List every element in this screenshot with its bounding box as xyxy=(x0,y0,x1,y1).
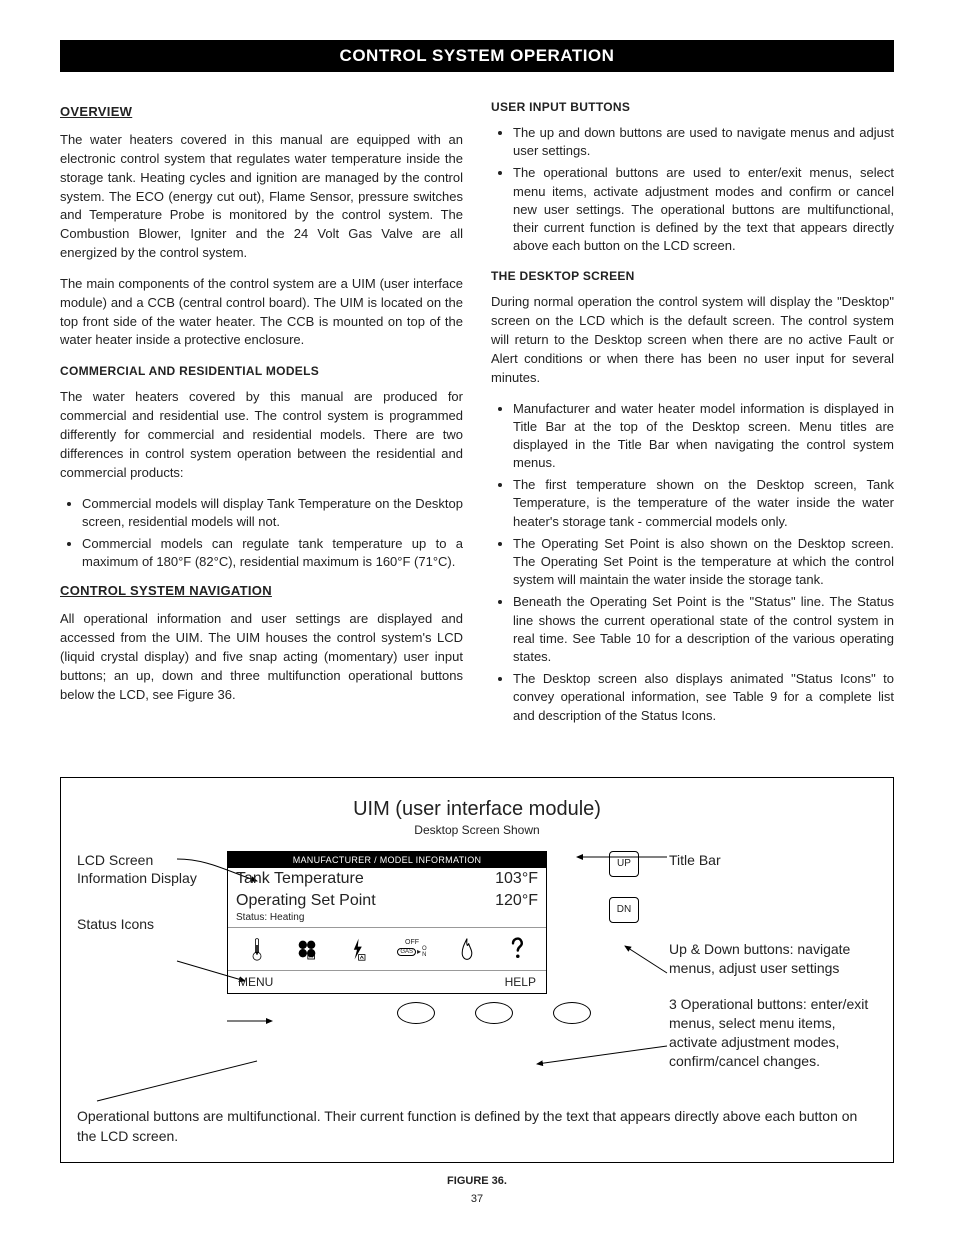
desktop-heading: THE DESKTOP SCREEN xyxy=(491,269,894,283)
navigation-heading: CONTROL SYSTEM NAVIGATION xyxy=(60,583,463,598)
op-button-3[interactable] xyxy=(553,1002,591,1024)
lcd-row-tank: Tank Temperature 103°F xyxy=(228,868,546,890)
setpoint-label: Operating Set Point xyxy=(236,892,376,910)
desktop-list: Manufacturer and water heater model info… xyxy=(513,400,894,725)
two-column-layout: OVERVIEW The water heaters covered in th… xyxy=(60,100,894,737)
list-item: Manufacturer and water heater model info… xyxy=(513,400,894,473)
opbuttons-label: 3 Operational buttons: enter/exit menus,… xyxy=(669,995,877,1071)
list-item: The operational buttons are used to ente… xyxy=(513,164,894,255)
off-label: OFF xyxy=(397,939,426,946)
commercial-list: Commercial models will display Tank Temp… xyxy=(82,495,463,572)
list-item: The Operating Set Point is also shown on… xyxy=(513,535,894,590)
gas-label: GAS xyxy=(397,948,416,956)
figure-right-labels: Title Bar Up & Down buttons: navigate me… xyxy=(669,851,877,1089)
help-label: HELP xyxy=(505,975,536,989)
left-column: OVERVIEW The water heaters covered in th… xyxy=(60,100,463,737)
up-button[interactable]: UP xyxy=(609,851,639,877)
tank-temp-value: 103°F xyxy=(495,870,538,888)
figure-subtitle: Desktop Screen Shown xyxy=(77,823,877,837)
tank-temp-label: Tank Temperature xyxy=(236,870,364,888)
user-input-list: The up and down buttons are used to navi… xyxy=(513,124,894,255)
blower-icon xyxy=(297,937,317,961)
lcd-screen-label: LCD Screen Information Display xyxy=(77,851,227,887)
lcd-and-buttons: MANUFACTURER / MODEL INFORMATION Tank Te… xyxy=(227,851,591,1024)
list-item: The up and down buttons are used to navi… xyxy=(513,124,894,160)
n-label: N xyxy=(422,952,427,958)
figure-title: UIM (user interface module) xyxy=(77,798,877,821)
down-button[interactable]: DN xyxy=(609,897,639,923)
lcd-screen: MANUFACTURER / MODEL INFORMATION Tank Te… xyxy=(227,851,547,994)
lcd-titlebar: MANUFACTURER / MODEL INFORMATION xyxy=(228,852,546,868)
setpoint-value: 120°F xyxy=(495,892,538,910)
section-banner: CONTROL SYSTEM OPERATION xyxy=(60,40,894,72)
list-item: Beneath the Operating Set Point is the "… xyxy=(513,593,894,666)
lcd-menu-row: MENU HELP xyxy=(228,971,546,993)
gas-switch-icon: OFF GAS ▸ ON xyxy=(397,939,426,958)
lcd-row-setpoint: Operating Set Point 120°F xyxy=(228,890,546,912)
operational-buttons-row xyxy=(397,1002,591,1024)
list-item: The first temperature shown on the Deskt… xyxy=(513,476,894,531)
question-icon xyxy=(507,937,527,961)
navigation-p: All operational information and user set… xyxy=(60,610,463,704)
list-item: Commercial models will display Tank Temp… xyxy=(82,495,463,531)
figure-36-box: UIM (user interface module) Desktop Scre… xyxy=(60,777,894,1163)
figure-note: Operational buttons are multifunctional.… xyxy=(77,1107,877,1146)
updown-label: Up & Down buttons: navigate menus, adjus… xyxy=(669,940,877,978)
list-item: Commercial models can regulate tank temp… xyxy=(82,535,463,571)
figure-left-labels: LCD Screen Information Display Status Ic… xyxy=(77,851,227,962)
user-input-heading: USER INPUT BUTTONS xyxy=(491,100,894,114)
thermometer-icon xyxy=(247,937,267,961)
flame-icon xyxy=(457,937,477,961)
overview-p2: The main components of the control syste… xyxy=(60,275,463,350)
spark-icon xyxy=(347,937,367,961)
commercial-heading: COMMERCIAL AND RESIDENTIAL MODELS xyxy=(60,364,463,378)
lcd-status-line: Status: Heating xyxy=(228,912,546,927)
status-icons-label: Status Icons xyxy=(77,915,227,933)
commercial-p: The water heaters covered by this manual… xyxy=(60,388,463,482)
figure-caption: FIGURE 36. xyxy=(60,1175,894,1187)
overview-heading: OVERVIEW xyxy=(60,104,463,119)
list-item: The Desktop screen also displays animate… xyxy=(513,670,894,725)
overview-p1: The water heaters covered in this manual… xyxy=(60,131,463,263)
desktop-p: During normal operation the control syst… xyxy=(491,293,894,387)
toggle-icon: ▸ xyxy=(417,948,421,956)
menu-label: MENU xyxy=(238,975,273,989)
up-down-column: UP DN xyxy=(609,851,649,923)
op-button-2[interactable] xyxy=(475,1002,513,1024)
right-column: USER INPUT BUTTONS The up and down butto… xyxy=(491,100,894,737)
lcd-status-icons-row: OFF GAS ▸ ON xyxy=(228,927,546,971)
page-number: 37 xyxy=(60,1193,894,1205)
titlebar-label: Title Bar xyxy=(669,851,877,870)
op-button-1[interactable] xyxy=(397,1002,435,1024)
